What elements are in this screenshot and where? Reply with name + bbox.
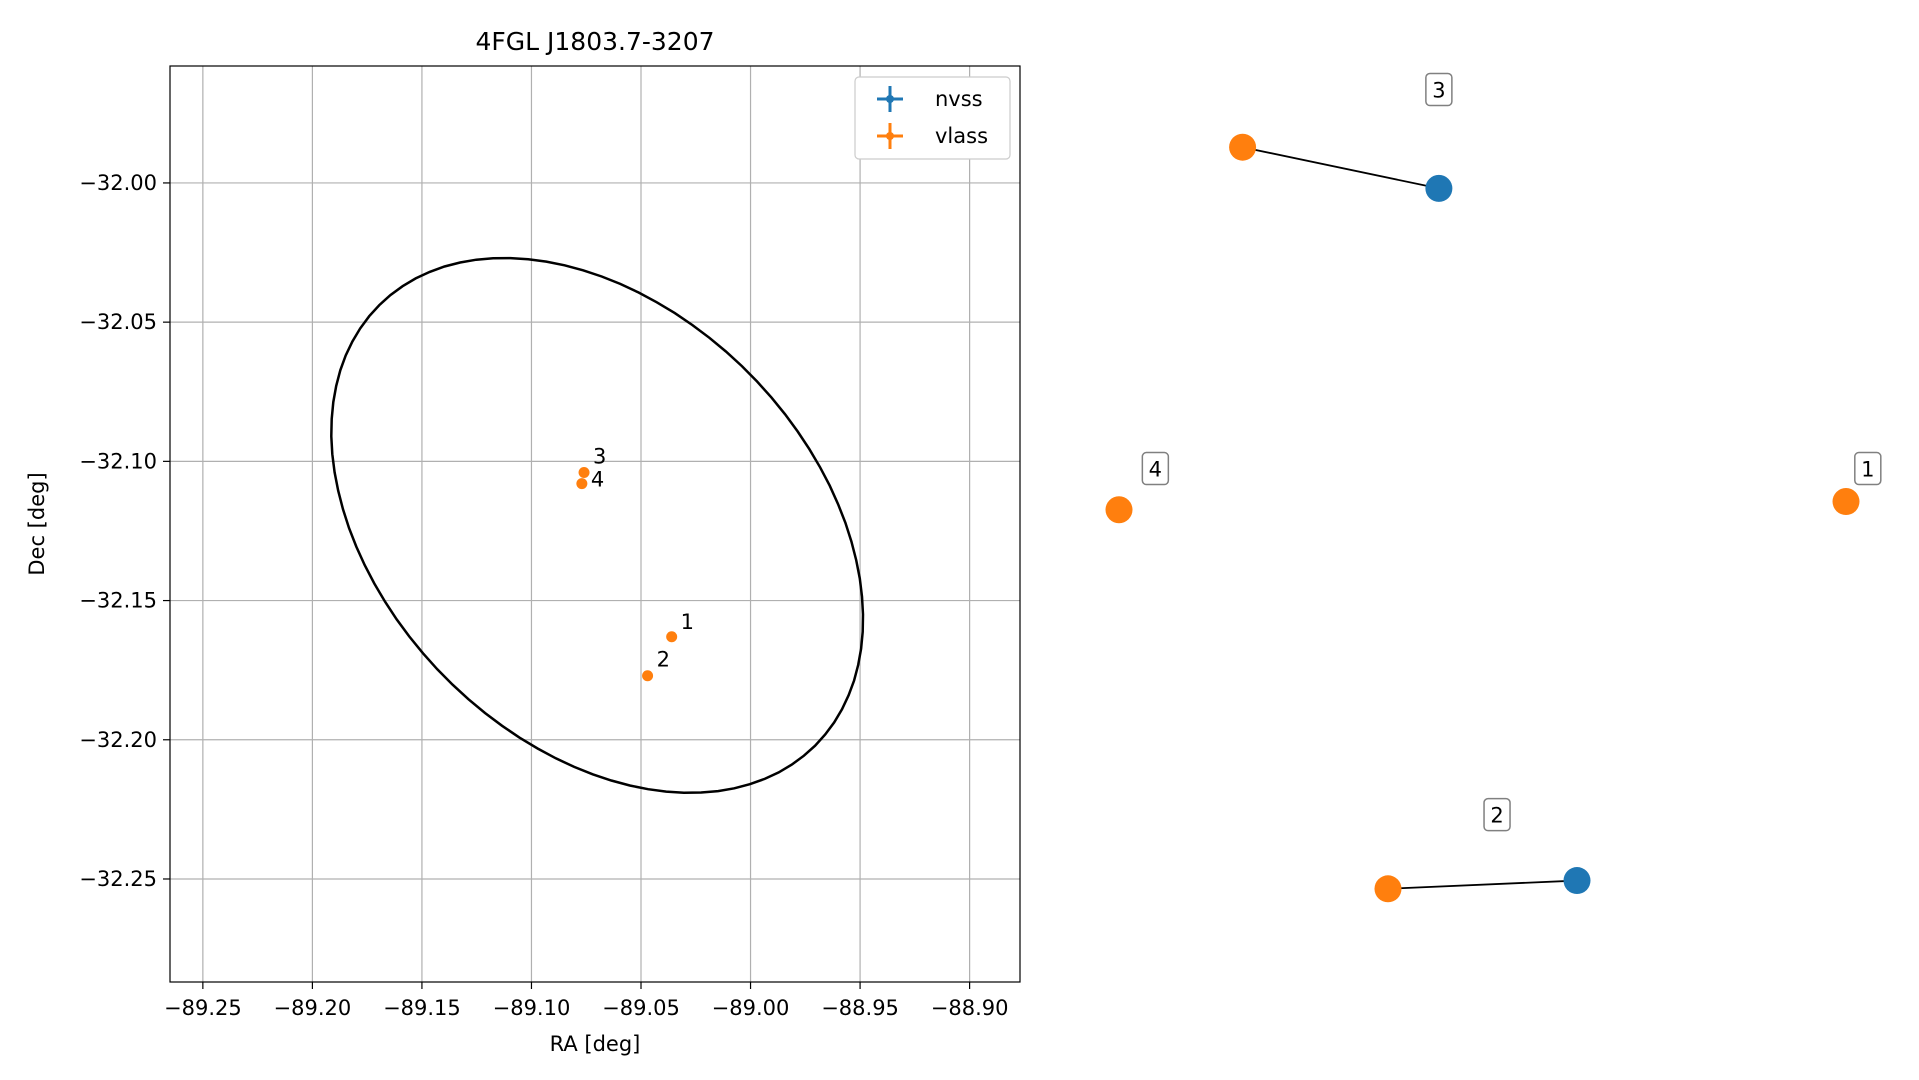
y-tick-label: −32.20	[79, 728, 157, 752]
vlass-point	[576, 478, 588, 490]
legend: nvss vlass	[854, 76, 1011, 160]
x-tick-label: −89.10	[493, 996, 571, 1020]
graph-panel: 3 4 1 2	[1105, 72, 1882, 903]
graph-label-box	[1141, 451, 1170, 486]
x-tick-label: −89.15	[383, 996, 461, 1020]
graph-edge	[1242, 146, 1440, 190]
graph-node-label: 3	[1425, 72, 1453, 107]
graph-node-vlass	[1229, 133, 1257, 161]
point-label: 4	[591, 468, 604, 492]
legend-dot-vlass	[886, 132, 894, 140]
scatter-panel: −89.25 −89.20 −89.15 −89.10 −89.05 −89.00 −88.…	[25, 27, 1021, 1056]
graph-node-vlass	[1832, 488, 1860, 516]
y-tick-label: −32.25	[79, 867, 157, 891]
y-tick-label: −32.10	[79, 449, 157, 473]
localization-ellipse	[330, 256, 865, 794]
legend-dot-nvss	[886, 95, 894, 103]
graph-label-text: 4	[1149, 458, 1162, 482]
graph-node-vlass	[1105, 496, 1133, 524]
graph-label-text: 3	[1432, 79, 1445, 103]
graph-node-label: 2	[1483, 797, 1511, 832]
axes-frame	[169, 65, 1021, 983]
point-label: 3	[593, 444, 606, 468]
graph-label-box	[1483, 797, 1511, 832]
plot-area	[170, 66, 1020, 982]
vlass-point	[578, 466, 590, 478]
y-axis-label: Dec [deg]	[25, 472, 49, 575]
ticks: −89.25 −89.20 −89.15 −89.10 −89.05 −89.00 −88.…	[79, 171, 1008, 1020]
x-tick-label: −89.20	[274, 996, 352, 1020]
x-tick-label: −88.95	[821, 996, 899, 1020]
data-points: 12 34	[576, 444, 694, 682]
y-tick-label: −32.15	[79, 589, 157, 613]
graph-label-text: 2	[1490, 804, 1503, 828]
x-tick-label: −88.90	[931, 996, 1009, 1020]
x-tick-label: −89.25	[164, 996, 242, 1020]
graph-node-label: 4	[1141, 451, 1170, 486]
legend-label-nvss: nvss	[935, 87, 983, 111]
grid	[170, 66, 1020, 982]
x-tick-label: −89.05	[602, 996, 680, 1020]
graph-node-vlass	[1374, 875, 1402, 903]
legend-label-vlass: vlass	[935, 124, 988, 148]
graph-node-label: 1	[1854, 451, 1882, 486]
x-axis-label: RA [deg]	[550, 1032, 641, 1056]
vlass-point	[666, 631, 678, 643]
graph-label-box	[1425, 72, 1453, 107]
graph-node-nvss	[1563, 867, 1591, 895]
x-tick-label: −89.00	[712, 996, 790, 1020]
point-label: 2	[657, 648, 670, 672]
graph-label-box	[1854, 451, 1882, 486]
chart-title: 4FGL J1803.7-3207	[475, 27, 714, 56]
graph-node-nvss	[1425, 174, 1453, 202]
point-label: 1	[681, 610, 694, 634]
graph-label-text: 1	[1861, 458, 1874, 482]
y-tick-label: −32.00	[79, 171, 157, 195]
graph-edge	[1387, 879, 1578, 890]
y-tick-label: −32.05	[79, 310, 157, 334]
legend-entries: nvss vlass	[877, 86, 988, 149]
vlass-point	[642, 670, 654, 682]
